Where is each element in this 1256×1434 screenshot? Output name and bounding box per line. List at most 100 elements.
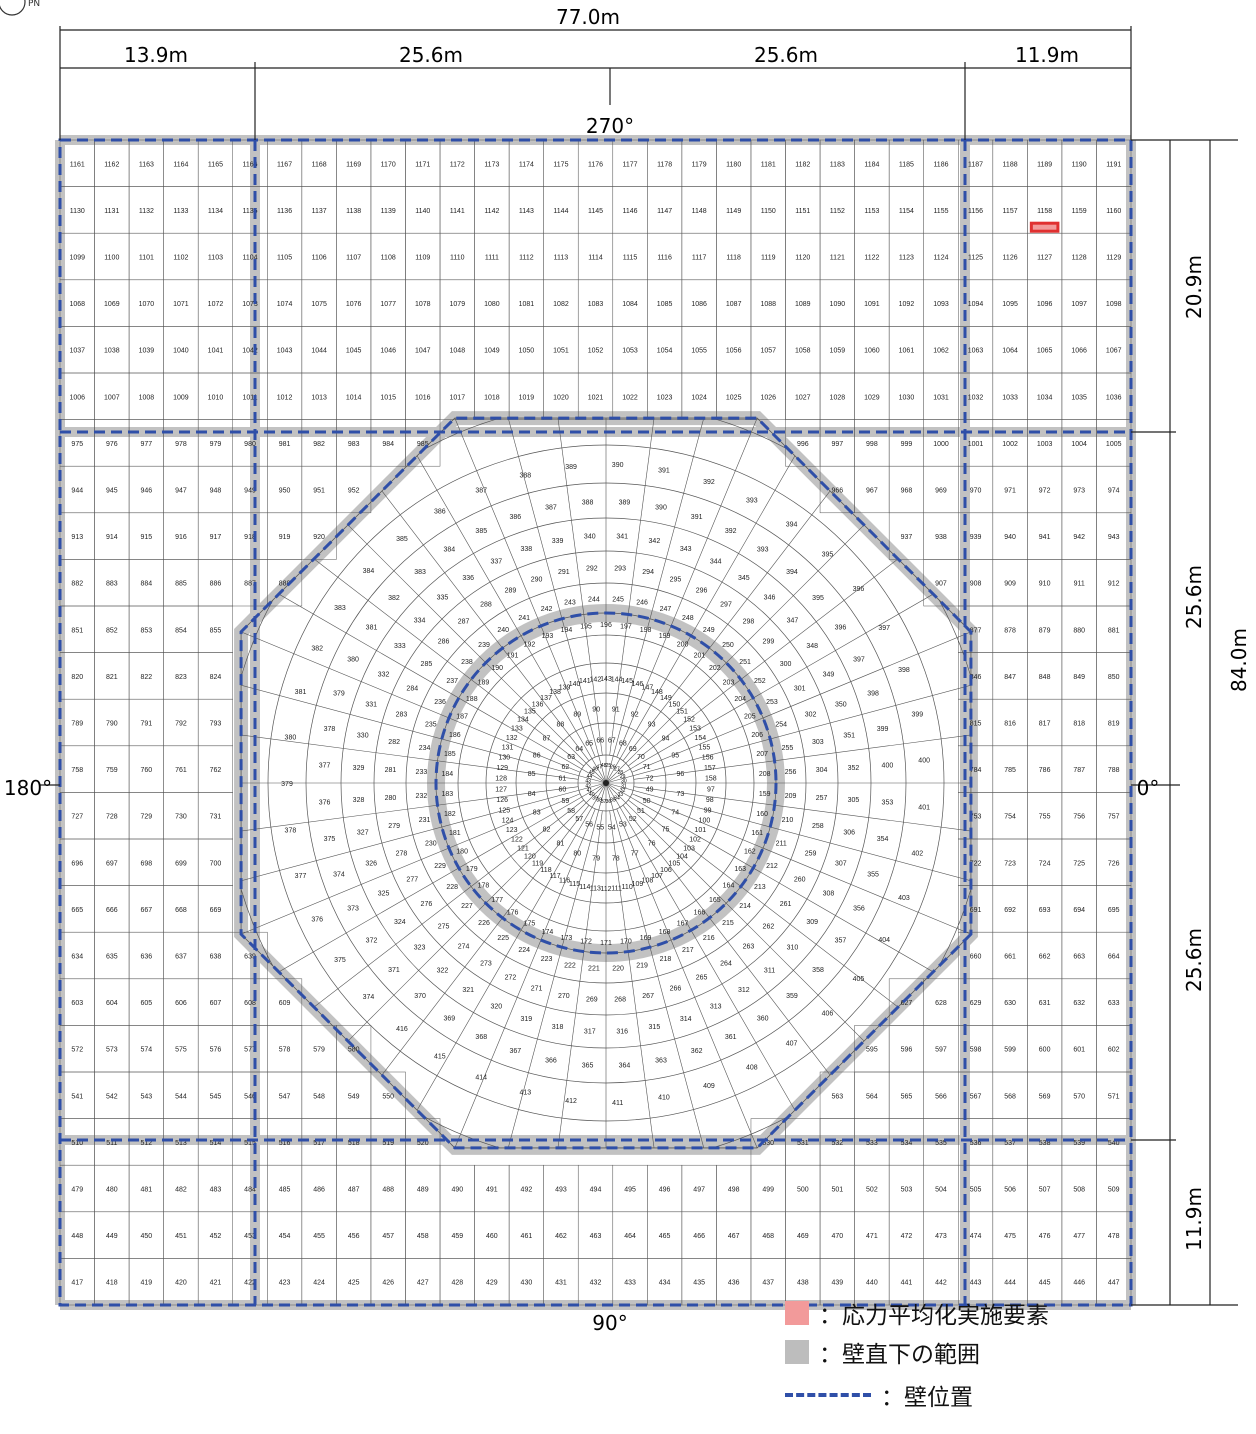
- ring-element-number: 414: [475, 1075, 487, 1082]
- element-number: 1115: [623, 255, 638, 262]
- ring-element-number: 333: [394, 643, 406, 650]
- ring-element-number: 90: [592, 707, 600, 714]
- mesh-spoke: [622, 433, 875, 761]
- ring-element-number: 294: [642, 569, 654, 576]
- ring-element-number: 308: [823, 891, 835, 898]
- ring-element-number: 336: [462, 575, 474, 582]
- element-number: 456: [348, 1233, 360, 1240]
- ring-element-number: 88: [556, 721, 564, 728]
- element-number: 423: [279, 1280, 291, 1287]
- ring-element-number: 49: [646, 787, 654, 794]
- ring-element-number: 80: [573, 850, 581, 857]
- mesh-spoke: [631, 793, 971, 952]
- ring-element-number: 221: [588, 966, 600, 973]
- element-number: 1109: [415, 255, 430, 262]
- ring-element-number: 383: [414, 569, 426, 576]
- element-number: 545: [210, 1093, 222, 1100]
- ring-element-number: 198: [640, 627, 652, 634]
- element-number: 1172: [450, 161, 465, 168]
- element-number: 1048: [450, 348, 466, 355]
- ring-element-number: 252: [754, 678, 766, 685]
- element-number: 1081: [519, 301, 535, 308]
- element-number: 1137: [312, 208, 327, 215]
- ring-element-number: 207: [756, 751, 768, 758]
- ring-element-number: 279: [388, 823, 400, 830]
- ring-element-number: 117: [549, 873, 560, 880]
- ring-element-number: 130: [499, 755, 511, 762]
- ring-element-number: 361: [725, 1034, 737, 1041]
- element-number: 945: [106, 488, 118, 495]
- ring-element-number: 44: [587, 774, 593, 780]
- element-number: 911: [1074, 581, 1085, 588]
- element-number: 787: [1073, 767, 1085, 774]
- ring-element-number: 224: [518, 947, 530, 954]
- element-number: 517: [313, 1140, 325, 1147]
- ring-element-number: 228: [446, 884, 458, 891]
- ring-element-number: 258: [812, 823, 824, 830]
- ring-element-number: 47: [596, 764, 602, 770]
- element-number: 447: [1108, 1280, 1120, 1287]
- element-number: 464: [624, 1233, 636, 1240]
- element-number: 669: [210, 907, 222, 914]
- element-number: 440: [866, 1280, 878, 1287]
- element-number: 1143: [519, 208, 534, 215]
- ring-element-number: 72: [646, 775, 654, 782]
- element-number: 822: [141, 674, 153, 681]
- element-number: 483: [210, 1187, 222, 1194]
- ring-element-number: 201: [694, 652, 706, 659]
- ring-element-number: 322: [437, 967, 449, 974]
- averaging-swatch-icon: [785, 1301, 809, 1325]
- ring-element-number: 271: [531, 986, 543, 993]
- element-number: 942: [1073, 534, 1085, 541]
- ring-element-number: 148: [651, 689, 663, 696]
- element-number: 533: [866, 1140, 878, 1147]
- element-number: 475: [1004, 1233, 1016, 1240]
- ring-element-number: 158: [705, 776, 717, 783]
- element-number: 1113: [554, 255, 569, 262]
- ring-element-number: 398: [867, 690, 879, 697]
- ring-element-number: 106: [660, 867, 672, 874]
- ring-element-number: 280: [385, 795, 397, 802]
- ring-element-number: 403: [898, 895, 910, 902]
- element-number: 1010: [208, 394, 224, 401]
- ring-element-number: 155: [699, 745, 711, 752]
- ring-element-number: 83: [533, 810, 541, 817]
- ring-element-number: 360: [757, 1015, 769, 1022]
- element-number: 887: [244, 581, 256, 588]
- element-number: 537: [1004, 1140, 1016, 1147]
- element-number: 417: [71, 1280, 83, 1287]
- element-number: 1150: [761, 208, 776, 215]
- ring-element-number: 353: [882, 799, 894, 806]
- ring-element-number: 375: [334, 957, 346, 964]
- element-number: 1098: [1106, 301, 1122, 308]
- element-number: 543: [141, 1093, 153, 1100]
- ring-element-number: 139: [559, 685, 571, 692]
- element-number: 599: [1004, 1047, 1016, 1054]
- ring-element-number: 377: [319, 763, 331, 770]
- element-number: 455: [313, 1233, 325, 1240]
- element-number: 1112: [519, 255, 534, 262]
- element-number: 439: [831, 1280, 843, 1287]
- element-number: 1094: [968, 301, 984, 308]
- ring-element-number: 186: [449, 732, 461, 739]
- ring-element-number: 133: [511, 725, 523, 732]
- element-number: 1133: [173, 208, 188, 215]
- ring-element-number: 383: [334, 605, 346, 612]
- element-number: 981: [279, 441, 291, 448]
- element-number: 978: [175, 441, 187, 448]
- ring-element-number: 378: [324, 726, 336, 733]
- element-number: 540: [1108, 1140, 1120, 1147]
- mesh-spoke: [605, 782, 971, 1004]
- ring-element-number: 241: [518, 615, 530, 622]
- element-number: 1124: [933, 255, 948, 262]
- ring-element-number: 326: [365, 861, 377, 868]
- ring-element-number: 397: [853, 656, 865, 663]
- ring-element-number: 171: [600, 940, 612, 947]
- ring-element-number: 182: [444, 811, 456, 818]
- element-number: 435: [693, 1280, 705, 1287]
- element-number: 420: [175, 1280, 187, 1287]
- ring-element-number: 193: [542, 633, 554, 640]
- element-number: 1107: [346, 255, 361, 262]
- element-number: 550: [382, 1093, 394, 1100]
- element-number: 444: [1004, 1280, 1016, 1287]
